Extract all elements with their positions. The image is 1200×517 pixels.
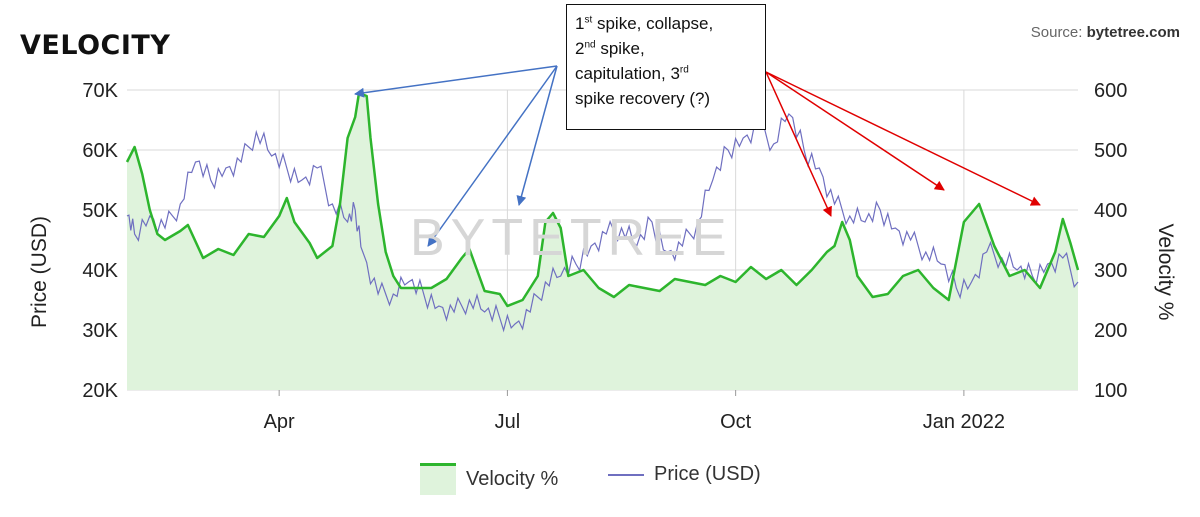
price-line (126, 113, 1079, 333)
y-axis-left-label: Price (USD) (28, 215, 51, 329)
price-swatch (608, 473, 644, 476)
legend-label-price: Price (USD) (654, 463, 761, 485)
annotation-text: capitulation, 3 (575, 64, 680, 83)
y-left-tick-label: 50K (82, 200, 118, 222)
source-name: bytetree.com (1086, 24, 1180, 41)
y-right-tick-label: 600 (1094, 80, 1127, 102)
red-annotation-arrow (765, 71, 945, 191)
annotation-line-3: capitulation, 3rd (575, 61, 757, 86)
y-left-tick-label: 30K (82, 320, 118, 342)
x-tick-label: Oct (720, 411, 752, 433)
y-left-tick-label: 70K (82, 80, 118, 102)
y-left-tick-label: 60K (82, 140, 118, 162)
y-axis-right-label: Velocity % (1154, 223, 1177, 321)
annotation-text: 1 (575, 14, 585, 33)
red-annotation-arrow (765, 71, 1041, 206)
velocity-swatch (420, 463, 456, 495)
y-left-tick-label: 40K (82, 260, 118, 282)
annotation-superscript: nd (584, 39, 596, 51)
y-right-tick-label: 500 (1094, 140, 1127, 162)
velocity-line (125, 91, 1080, 308)
annotation-superscript: st (584, 14, 593, 26)
annotation-line-1: 1st spike, collapse, (575, 11, 757, 36)
blue-annotation-arrow (354, 65, 558, 98)
y-right-tick-label: 400 (1094, 200, 1127, 222)
x-tick-label: Jan 2022 (923, 411, 1005, 433)
x-tick-label: Jul (495, 411, 521, 433)
y-left-tick-label: 20K (82, 380, 118, 402)
annotation-line-4: spike recovery (?) (575, 89, 711, 108)
annotation-superscript: rd (679, 64, 689, 76)
annotation-text: spike, collapse, (592, 14, 714, 33)
velocity-area (127, 93, 1078, 390)
source-credit: Source: bytetree.com (1031, 24, 1180, 41)
blue-annotation-arrow (516, 65, 558, 206)
annotation-text: 2 (575, 39, 585, 58)
x-tick-label: Apr (264, 411, 295, 433)
source-prefix: Source: (1030, 24, 1087, 41)
y-right-tick-label: 200 (1094, 320, 1127, 342)
legend-item-price[interactable]: Price (USD) (608, 463, 761, 486)
annotation-line-2: 2nd spike, (575, 36, 757, 61)
y-right-tick-label: 100 (1094, 380, 1127, 402)
red-annotation-arrow (765, 71, 832, 217)
legend-label-velocity: Velocity % (466, 467, 559, 490)
annotation-box: 1st spike, collapse, 2nd spike, capitula… (566, 4, 766, 130)
y-right-tick-label: 300 (1094, 260, 1127, 282)
blue-annotation-arrow (427, 65, 558, 247)
chart-title: VELOCITY (20, 30, 171, 61)
bytetree-watermark: BYTETREE (410, 209, 733, 267)
legend-item-velocity[interactable]: Velocity % (420, 463, 558, 495)
annotation-text: spike, (595, 39, 645, 58)
